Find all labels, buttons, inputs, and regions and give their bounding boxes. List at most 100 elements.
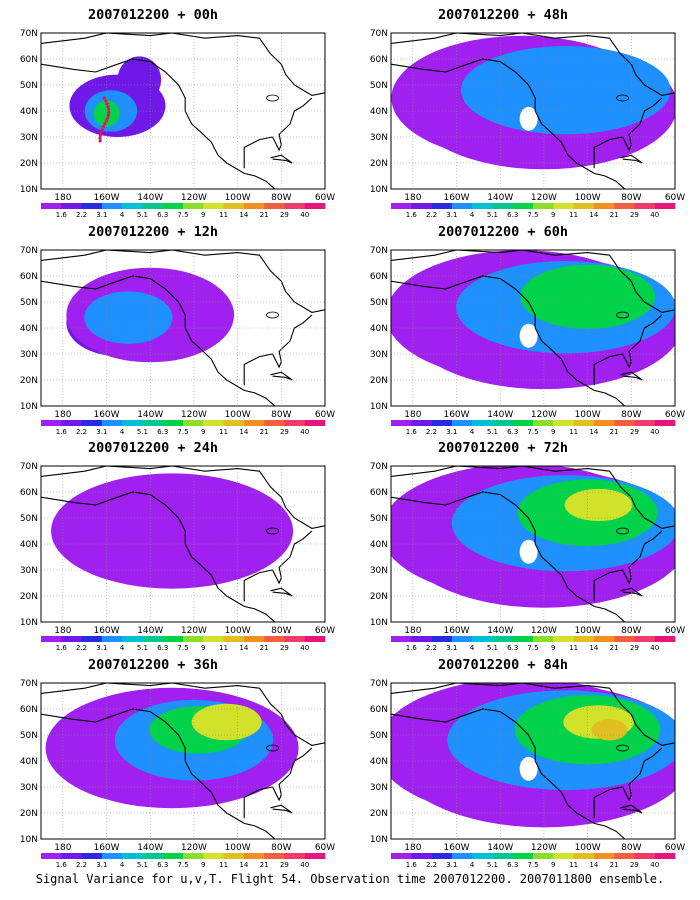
colorbar-swatch [183,853,204,859]
colorbar-swatch [122,203,143,209]
colorbar-swatch [122,853,143,859]
lon-tick-label: 180 [54,410,71,420]
lon-tick-label: 120W [181,193,207,203]
lat-tick-label: 60N [370,272,388,282]
colorbar-swatch [654,636,676,642]
colorbar-label: 11 [569,428,578,436]
lat-tick-label: 10N [20,185,38,195]
colorbar-label: 40 [650,211,659,219]
lon-tick-label: 60W [315,626,335,636]
colorbar-swatch [223,203,245,209]
colorbar-label: 6.3 [157,644,168,652]
lat-tick-label: 50N [20,514,38,524]
obs-track-point [98,139,102,143]
obs-track-point [102,96,106,100]
colorbar-swatch [411,203,432,209]
lat-tick-label: 60N [20,272,38,282]
colorbar-label: 11 [569,211,578,219]
colorbar-swatch [304,853,326,859]
lon-tick-label: 80W [271,193,291,203]
colorbar-label: 1.6 [406,428,418,436]
colorbar-label: 9 [551,644,555,652]
colorbar-label: 2.2 [76,861,87,869]
lon-tick-label: 60W [665,626,685,636]
obs-track-point [101,125,106,129]
colorbar-swatch [81,636,103,642]
panel-title: 2007012200 + 24h [87,440,219,456]
colorbar-label: 4 [120,428,125,436]
colorbar-label: 9 [201,211,205,219]
colorbar-swatch [492,420,514,426]
map-frame [40,465,326,623]
map-canvas: 70N 60N 50N 40N 30N 20N 10N 180 160W 140W 120W 100W… [370,679,685,869]
lat-tick-label: 30N [370,566,388,576]
colorbar-swatch [593,203,615,209]
lat-tick-label: 10N [20,835,38,845]
colorbar-swatch [654,420,676,426]
lon-tick-label: 80W [271,843,291,853]
lon-tick-label: 160W [443,193,469,203]
lat-tick-label: 20N [20,376,38,386]
colorbar-swatch [512,420,534,426]
colorbar-swatch [391,853,412,859]
lon-tick-label: 180 [54,626,71,636]
colorbar-swatch [472,853,493,859]
colorbar-label: 4 [120,211,125,219]
colorbar-swatch [41,853,62,859]
obs-track-point [106,104,110,109]
lon-tick-label: 120W [181,410,207,420]
colorbar-swatch [243,853,265,859]
colorbar-swatch [101,636,123,642]
colorbar-swatch [243,203,265,209]
lake-outline [266,744,279,752]
lon-tick-label: 180 [404,193,421,203]
colorbar-label: 5.1 [487,428,498,436]
colorbar-swatch [593,420,615,426]
colorbar-swatch [593,636,615,642]
colorbar-label: 14 [239,861,248,869]
obs-track-point [100,127,104,132]
lon-tick-label: 180 [404,626,421,636]
colorbar-label: 7.5 [177,211,188,219]
map-panel: 2007012200 + 84h 70N 60N 50N 40N 30N 20N 10N 180… [358,655,685,870]
lon-tick-label: 100W [225,626,251,636]
lon-tick-label: 140W [137,193,163,203]
colorbar-swatch [411,636,432,642]
lon-tick-label: 80W [621,193,641,203]
variance-contour [564,488,633,522]
colorbar-label: 40 [650,644,659,652]
colorbar-label: 11 [219,211,228,219]
colorbar-label: 29 [630,428,639,436]
colorbar-swatch [614,853,635,859]
colorbar-swatch [431,203,453,209]
colorbar-swatch [142,203,164,209]
colorbar-label: 9 [551,211,555,219]
low-variance-region [519,323,538,348]
colorbar-swatch [122,636,143,642]
map-frame [390,682,676,840]
panel-title: 2007012200 + 00h [87,7,219,23]
colorbar-label: 3.1 [96,644,107,652]
colorbar-swatch [573,853,595,859]
lat-tick-label: 60N [370,705,388,715]
colorbar-swatch [451,203,473,209]
colorbar-swatch [203,636,224,642]
colorbar-swatch [203,420,224,426]
lat-tick-label: 70N [370,246,388,256]
colorbar-swatch [142,853,164,859]
colorbar-swatch [243,636,265,642]
map-panel: 2007012200 + 60h 70N 60N 50N 40N 30N 20N 10N 180… [358,222,685,437]
variance-contour [93,100,120,127]
colorbar-swatch [61,203,82,209]
colorbar-swatch [614,420,635,426]
colorbar-label: 7.5 [527,211,538,219]
lat-tick-label: 40N [370,324,388,334]
colorbar-label: 3.1 [446,861,457,869]
colorbar-label: 6.3 [507,861,518,869]
colorbar-label: 40 [300,211,309,219]
colorbar-label: 2.2 [426,428,437,436]
lon-tick-label: 60W [665,843,685,853]
colorbar-swatch [472,420,493,426]
lon-tick-label: 140W [487,843,513,853]
colorbar-swatch [183,420,204,426]
